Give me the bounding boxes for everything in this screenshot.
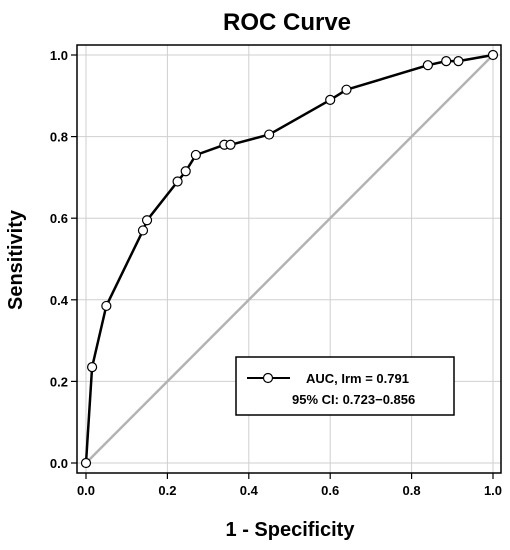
y-tick-label: 1.0 (50, 48, 68, 63)
roc-point (422, 60, 433, 71)
x-tick-label: 1.0 (484, 483, 502, 498)
x-axis-label: 1 - Specificity (226, 519, 356, 541)
roc-point (80, 457, 92, 469)
y-tick-label: 0.2 (50, 374, 68, 389)
x-tick-label: 0.6 (321, 483, 339, 498)
roc-point (87, 362, 98, 373)
reference-diagonal (85, 54, 494, 464)
roc-point (137, 225, 149, 236)
roc-point (141, 215, 153, 226)
x-axis: 0.0 0.2 0.4 0.6 0.8 1.0 (77, 473, 502, 498)
y-axis-label: Sensitivity (5, 209, 27, 310)
x-tick-label: 0.2 (158, 483, 176, 498)
legend-label: AUC, Irm = 0.791 (306, 371, 409, 386)
roc-point (264, 129, 275, 140)
grid-lines (77, 45, 501, 473)
roc-point (487, 49, 499, 61)
legend-box (235, 356, 455, 416)
roc-point (190, 149, 201, 161)
roc-point (441, 56, 452, 67)
x-tick-label: 0.8 (403, 483, 421, 498)
y-tick-label: 0.8 (50, 130, 68, 145)
roc-point (341, 84, 352, 95)
chart-title: ROC Curve (223, 9, 351, 36)
roc-point (325, 94, 336, 105)
y-tick-label: 0.4 (50, 293, 69, 308)
x-tick-label: 0.4 (240, 483, 259, 498)
legend-marker (262, 372, 274, 384)
roc-point (180, 166, 191, 177)
y-tick-label: 0.6 (50, 211, 68, 226)
legend: AUC, Irm = 0.791 95% CI: 0.723−0.856 (235, 356, 455, 416)
series-group (80, 49, 499, 469)
y-tick-label: 0.0 (50, 456, 68, 471)
plot-frame (76, 44, 502, 474)
roc-point (101, 300, 112, 312)
roc-point (453, 56, 464, 67)
legend-ci: 95% CI: 0.723−0.856 (292, 392, 415, 407)
y-axis: 0.0 0.2 0.4 0.6 0.8 1.0 (50, 48, 77, 471)
x-tick-label: 0.0 (77, 483, 95, 498)
roc-point (172, 176, 183, 187)
roc-point (225, 139, 236, 150)
